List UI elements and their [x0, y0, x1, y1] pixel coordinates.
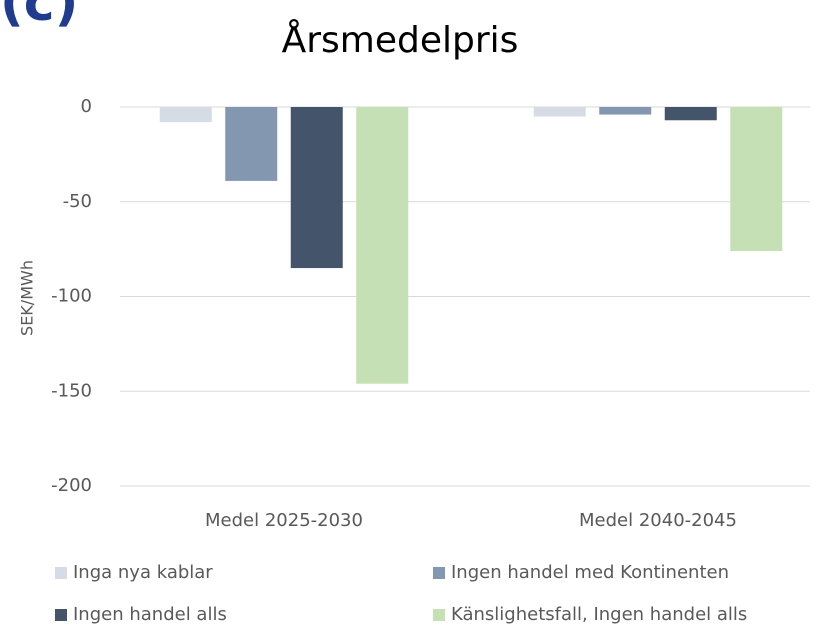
bar	[730, 107, 783, 252]
y-tick-label: 0	[81, 96, 92, 117]
y-tick-label: -50	[63, 191, 92, 212]
bar	[356, 107, 409, 384]
x-tick-label: Medel 2025-2030	[205, 510, 363, 531]
bar	[599, 107, 652, 115]
legend-label: Ingen handel alls	[73, 604, 227, 625]
bar	[159, 107, 212, 123]
bar	[225, 107, 278, 181]
bar	[664, 107, 717, 121]
bar	[533, 107, 586, 117]
bar	[290, 107, 343, 269]
y-tick-label: -200	[51, 475, 92, 496]
x-tick-label: Medel 2040-2045	[579, 510, 737, 531]
legend-swatch	[55, 609, 67, 621]
chart-title: Årsmedelpris	[282, 18, 519, 61]
legend-swatch	[433, 567, 445, 579]
legend-label: Ingen handel med Kontinenten	[451, 562, 729, 583]
panel-label: (c)	[0, 0, 78, 33]
legend-swatch	[433, 609, 445, 621]
y-tick-label: -150	[51, 380, 92, 401]
y-axis-label: SEK/MWh	[18, 260, 37, 336]
legend-label: Känslighetsfall, Ingen handel alls	[451, 604, 747, 625]
y-tick-label: -100	[51, 286, 92, 307]
legend-swatch	[55, 567, 67, 579]
legend-label: Inga nya kablar	[73, 562, 213, 583]
